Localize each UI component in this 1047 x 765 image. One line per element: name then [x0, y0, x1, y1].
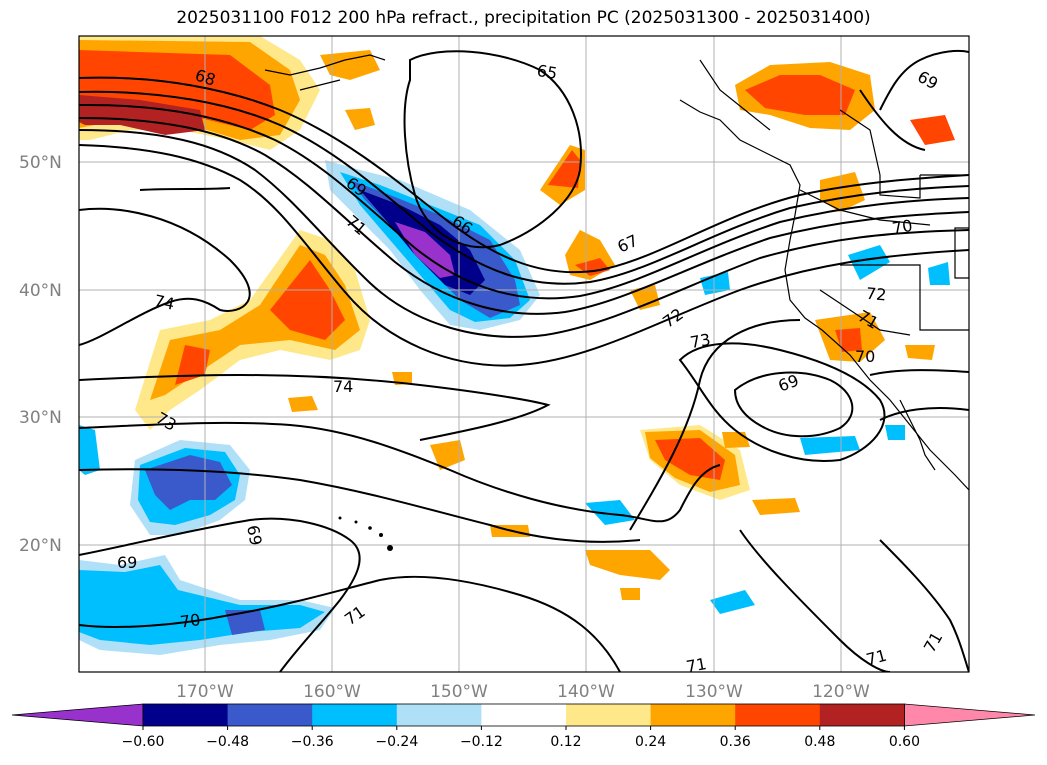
precip-negative-area	[928, 262, 950, 285]
colorbar-swatch	[819, 704, 905, 726]
precip-positive-area	[820, 172, 865, 212]
latitude-labels: 50°N 40°N 30°N 20°N	[19, 153, 62, 556]
precip-positive-area	[575, 258, 610, 276]
precip-positive-area	[835, 328, 862, 352]
precip-positive-area	[585, 550, 670, 580]
precip-positive-area	[745, 75, 855, 115]
precip-positive-area	[905, 345, 935, 360]
precip-positive-area	[752, 498, 800, 515]
precip-negative-area	[700, 272, 730, 295]
precip-negative-area	[79, 425, 100, 475]
colorbar-tick-label: −0.36	[291, 734, 334, 750]
lon-label: 160°W	[303, 682, 361, 702]
coastlines	[264, 54, 969, 491]
lon-label: 130°W	[685, 682, 743, 702]
colorbar: −0.60 −0.48 −0.36 −0.24 −0.12 0.12 0.24 0.36 0.4…	[11, 703, 1036, 750]
lat-label: 30°N	[19, 408, 62, 428]
colorbar-swatch	[566, 704, 652, 726]
colorbar-swatch	[735, 704, 821, 726]
contour-label: 74	[333, 377, 353, 396]
hawaii-islands	[338, 516, 393, 551]
precip-negative-area	[710, 590, 755, 614]
map-title: 2025031100 F012 200 hPa refract., precip…	[176, 8, 871, 28]
lon-label: 140°W	[557, 682, 615, 702]
lat-label: 20°N	[19, 536, 62, 556]
contour-label: 73	[689, 330, 712, 352]
colorbar-tick-label: −0.48	[206, 734, 249, 750]
contour-label: 69	[117, 553, 137, 572]
contour-label: 74	[152, 291, 176, 314]
colorbar-tick-label: 0.12	[550, 734, 581, 750]
precip-positive-area	[320, 50, 380, 80]
colorbar-swatch	[312, 704, 398, 726]
precip-negative-area	[225, 610, 265, 635]
precip-positive-area	[910, 115, 955, 145]
precip-positive-area	[655, 438, 725, 480]
colorbar-extend-low	[11, 703, 144, 727]
colorbar-swatch	[396, 704, 482, 726]
contour-label: 70	[891, 216, 914, 238]
lat-label: 40°N	[19, 281, 62, 301]
colorbar-tick-label: 0.48	[804, 734, 835, 750]
contour-label: 72	[865, 284, 887, 305]
precip-positive-area	[722, 432, 750, 448]
precip-negative-area	[885, 425, 905, 440]
precip-negative-area	[395, 222, 455, 278]
contour-label: 69	[243, 524, 265, 547]
colorbar-tick-label: 0.60	[889, 734, 920, 750]
precip-positive-area	[620, 588, 640, 600]
colorbar-tick-label: −0.12	[460, 734, 503, 750]
precip-negative-area	[848, 245, 890, 280]
contour-label: 71	[685, 654, 708, 676]
contour-label: 65	[535, 61, 558, 83]
colorbar-tick-label: 0.24	[635, 734, 666, 750]
colorbar-swatch	[481, 704, 567, 726]
refractivity-contours	[79, 50, 969, 672]
colorbar-tick-label: −0.60	[122, 734, 165, 750]
precip-positive-area	[288, 396, 318, 412]
colorbar-tick-label: 0.36	[720, 734, 751, 750]
precip-positive-area	[548, 150, 580, 188]
plot-frame	[78, 35, 970, 673]
lat-label: 50°N	[19, 153, 62, 173]
precip-negative-area	[800, 436, 860, 455]
precip-positive-area	[270, 260, 345, 340]
colorbar-swatch	[227, 704, 313, 726]
contour-label: 70	[855, 347, 875, 366]
colorbar-swatch	[143, 704, 229, 726]
lon-label: 170°W	[176, 682, 234, 702]
contour-label: 70	[179, 610, 202, 632]
graticule	[79, 36, 969, 672]
lon-label: 150°W	[430, 682, 488, 702]
precip-positive-area	[345, 108, 375, 130]
colorbar-swatch	[650, 704, 736, 726]
lon-label: 120°W	[812, 682, 870, 702]
precip-positive-area	[430, 440, 465, 470]
colorbar-frame	[142, 703, 905, 727]
colorbar-extend-high	[904, 703, 1036, 727]
colorbar-tick-label: −0.24	[375, 734, 418, 750]
contour-label: 71	[864, 646, 889, 670]
longitude-labels: 170°W 160°W 150°W 140°W 130°W 120°W	[176, 682, 870, 702]
precip-negative-area	[585, 500, 635, 525]
